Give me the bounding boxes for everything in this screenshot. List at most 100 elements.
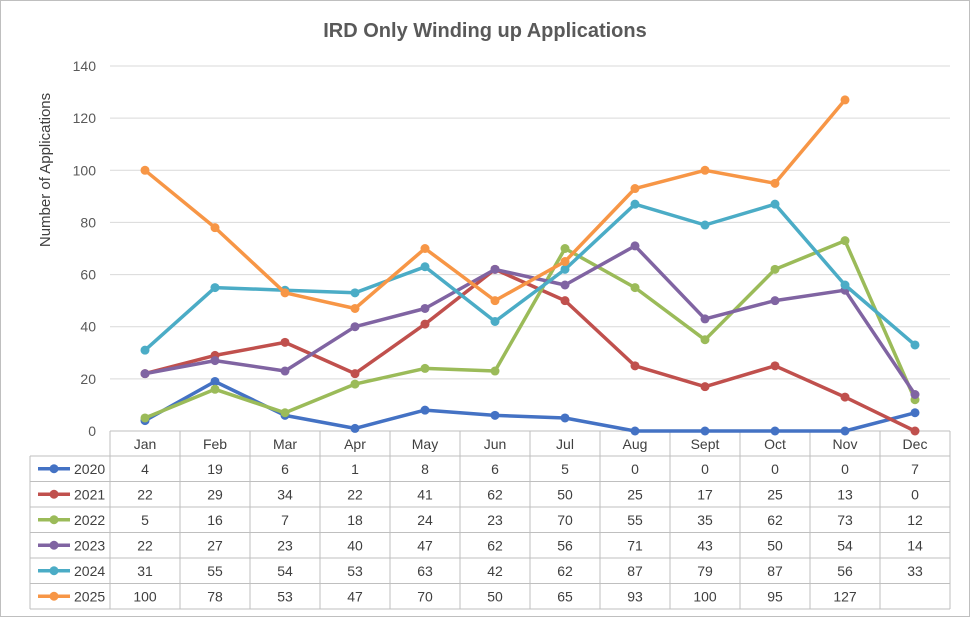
data-point: [910, 408, 920, 418]
table-cell-value: 93: [627, 588, 643, 604]
table-cell-value: 71: [627, 537, 643, 553]
legend-key-marker: [49, 566, 59, 576]
table-cell-value: 47: [417, 537, 433, 553]
data-point: [210, 356, 220, 366]
table-cell-value: 50: [767, 537, 783, 553]
x-tick-label: Aug: [623, 436, 648, 452]
table-cell-value: 22: [137, 537, 153, 553]
data-point: [350, 303, 360, 313]
table-cell-value: 6: [491, 461, 499, 477]
table-cell-value: 73: [837, 512, 853, 528]
table-cell-value: 35: [697, 512, 713, 528]
y-tick-label: 20: [80, 371, 96, 387]
data-point: [210, 223, 220, 233]
table-cell-value: 41: [417, 486, 433, 502]
data-point: [770, 199, 780, 209]
data-point: [140, 165, 150, 175]
legend-key-marker: [49, 489, 59, 499]
table-cell-value: 0: [911, 486, 919, 502]
table-cell-value: 19: [207, 461, 223, 477]
data-point: [910, 340, 920, 350]
table-cell-value: 18: [347, 512, 363, 528]
table-cell-value: 127: [833, 588, 857, 604]
table-cell-value: 78: [207, 588, 223, 604]
x-tick-label: Mar: [273, 436, 297, 452]
table-cell-value: 87: [627, 563, 643, 579]
data-point: [420, 262, 430, 272]
table-cell-value: 8: [421, 461, 429, 477]
table-cell-value: 95: [767, 588, 783, 604]
table-cell-value: 50: [557, 486, 573, 502]
data-point: [490, 366, 500, 376]
table-cell-value: 65: [557, 588, 573, 604]
y-axis-label: Number of Applications: [37, 93, 54, 247]
series-line: [143, 238, 917, 420]
legend-key-marker: [49, 591, 59, 601]
data-point: [700, 426, 710, 436]
table-cell-value: 79: [697, 563, 713, 579]
y-tick-label: 0: [88, 423, 96, 439]
data-point: [350, 288, 360, 298]
table-cell-value: 43: [697, 537, 713, 553]
data-point: [560, 296, 570, 306]
table-cell-value: 25: [767, 486, 783, 502]
table-cell-value: 47: [347, 588, 363, 604]
data-table: Jan Feb Mar Apr May Jun Jul Aug Sept Oct Nov Dec 202…: [29, 430, 951, 610]
table-cell-value: 22: [347, 486, 363, 502]
table-cell-value: 12: [907, 512, 923, 528]
data-point: [280, 408, 290, 418]
table-cell-value: 0: [841, 461, 849, 477]
table-cell-value: 70: [417, 588, 433, 604]
data-point: [770, 264, 780, 274]
data-point: [490, 264, 500, 274]
table-cell-value: 17: [697, 486, 713, 502]
gridlines: [110, 65, 950, 380]
data-point: [420, 244, 430, 253]
y-tick-label: 60: [80, 267, 96, 283]
table-cell-value: 6: [281, 461, 289, 477]
table-cell-value: 25: [627, 486, 643, 502]
data-point: [280, 288, 290, 298]
series-line: [143, 267, 917, 433]
data-point: [700, 314, 710, 324]
table-cell-value: 31: [137, 563, 153, 579]
data-point: [770, 178, 780, 188]
data-point: [420, 303, 430, 313]
y-tick-label: 80: [80, 214, 96, 230]
table-cell-value: 55: [627, 512, 643, 528]
table-cell-value: 7: [911, 461, 919, 477]
data-point: [840, 236, 850, 246]
table-cell-value: 23: [487, 512, 503, 528]
data-point: [210, 376, 220, 386]
data-point: [210, 283, 220, 293]
data-point: [560, 257, 570, 267]
table-cell-value: 62: [487, 486, 503, 502]
data-point: [630, 361, 640, 371]
data-point: [770, 361, 780, 371]
table-cell-value: 7: [281, 512, 289, 528]
data-point: [490, 410, 500, 420]
table-cell-value: 0: [701, 461, 709, 477]
data-point: [560, 244, 570, 253]
data-point: [840, 392, 850, 402]
data-point: [280, 366, 290, 376]
table-cell-value: 4: [141, 461, 149, 477]
table-cell-value: 100: [133, 588, 157, 604]
legend-series-name: 2020: [74, 461, 105, 477]
table-cell-value: 29: [207, 486, 223, 502]
legend-key-marker: [49, 515, 59, 525]
table-cell-value: 55: [207, 563, 223, 579]
data-point: [560, 280, 570, 290]
data-point: [280, 337, 290, 347]
data-point: [630, 426, 640, 436]
table-cell-value: 22: [137, 486, 153, 502]
x-tick-label: Jan: [134, 436, 157, 452]
table-cell-value: 40: [347, 537, 363, 553]
data-point: [700, 382, 710, 392]
data-point: [560, 264, 570, 274]
data-point: [700, 220, 710, 230]
table-cell-value: 24: [417, 512, 433, 528]
legend-key-marker: [49, 464, 59, 474]
